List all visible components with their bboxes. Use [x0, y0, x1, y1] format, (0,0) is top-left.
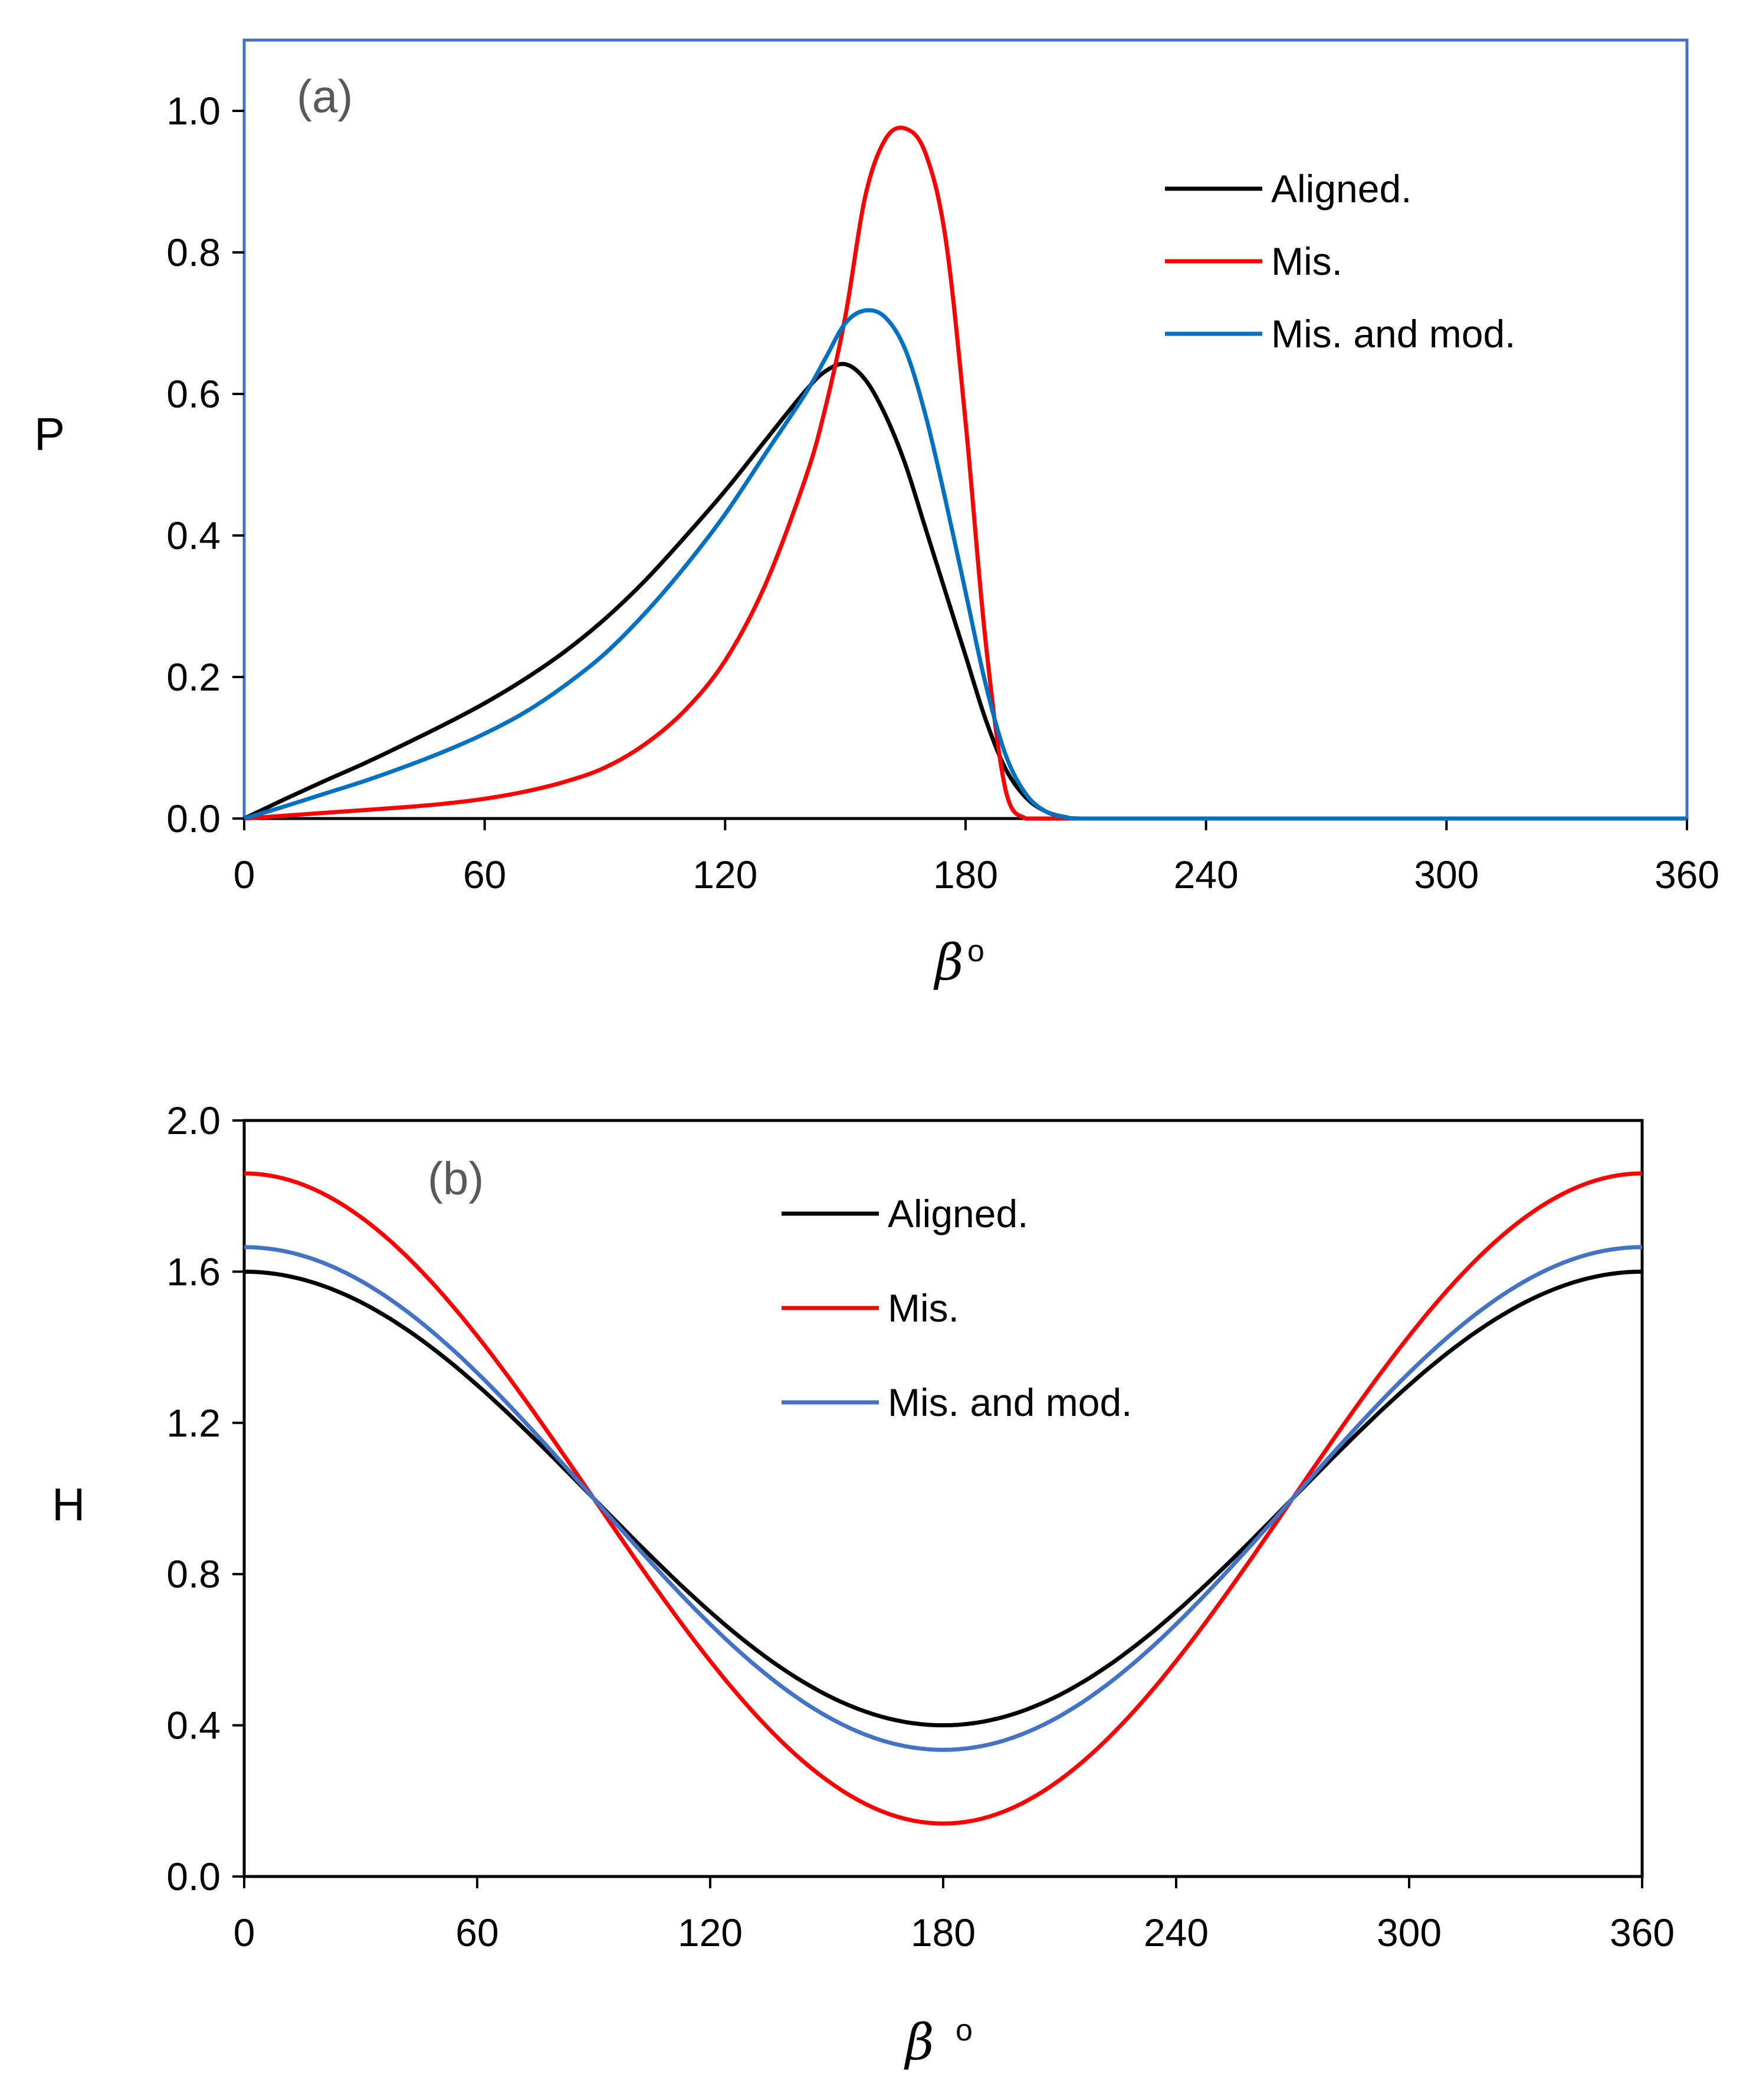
x-axis-label-degree-a: o [967, 934, 984, 968]
x-axis-label-beta-b: β [904, 2013, 934, 2071]
y-tick-label-b: 0.0 [166, 1855, 221, 1898]
legend-b: Aligned. Mis. Mis. and mod. [782, 1192, 1133, 1424]
y-tick-label-b: 1.6 [166, 1250, 221, 1293]
x-axis-label-beta-a: β [933, 934, 964, 991]
series-group-a [243, 125, 1687, 821]
y-tick-label-b: 2.0 [166, 1099, 221, 1142]
panel-label-b: (b) [428, 1152, 484, 1204]
x-tick-label-a: 360 [1655, 853, 1719, 896]
x-tick-label-b: 120 [678, 1911, 743, 1954]
x-axis-label-degree-b: o [956, 2013, 973, 2048]
x-tick-label-a: 120 [692, 853, 757, 896]
legend-label-b-0: Aligned. [888, 1192, 1029, 1235]
axes-b: 0 60 120 180 240 300 360 0.0 0.4 0.8 1.2 1.6 2.0 [166, 1099, 1675, 1954]
x-tick-label-b: 300 [1377, 1911, 1442, 1954]
series-line-b-0 [244, 1269, 1643, 1728]
x-tick-label-b: 240 [1144, 1911, 1209, 1954]
series-line-b-1 [244, 1171, 1643, 1826]
y-tick-label-a: 0.2 [166, 655, 221, 699]
y-tick-label-a: 1.0 [166, 89, 221, 133]
legend-a: Aligned. Mis. Mis. and mod. [1165, 167, 1516, 356]
y-tick-label-a: 0.4 [166, 514, 221, 557]
y-axis-label-a: P [34, 408, 65, 460]
x-tick-label-a: 300 [1414, 853, 1479, 896]
x-tick-label-b: 360 [1610, 1911, 1675, 1954]
y-tick-label-b: 0.4 [166, 1704, 221, 1747]
legend-label-b-2: Mis. and mod. [888, 1381, 1133, 1424]
y-tick-label-a: 0.8 [166, 231, 221, 274]
series-line-a-2 [243, 308, 1687, 821]
y-tick-label-a: 0.0 [166, 797, 221, 840]
x-tick-label-a: 60 [463, 853, 506, 896]
x-axis-label-a: β o [933, 934, 984, 991]
x-tick-label-b: 180 [911, 1911, 976, 1954]
legend-label-b-1: Mis. [888, 1286, 959, 1330]
axes-a: 0 60 120 180 240 300 360 0.0 0.2 0.4 0.6 0.8 1.0 [166, 89, 1719, 896]
chart-panel-a: (a) P β o 0 60 120 180 240 300 360 0.0 0.2 0.4 0.6… [34, 38, 1719, 991]
y-axis-label-b: H [52, 1478, 85, 1530]
y-tick-label-b: 1.2 [166, 1401, 221, 1445]
series-line-b-2 [244, 1245, 1643, 1752]
x-axis-label-b: β o [904, 2013, 973, 2071]
x-tick-label-a: 240 [1174, 853, 1239, 896]
series-group-b [244, 1171, 1643, 1826]
legend-label-a-1: Mis. [1271, 239, 1342, 283]
panel-label-a: (a) [297, 70, 353, 122]
chart-panel-b: (b) H β o 0 60 120 180 240 300 360 0.0 0.4 0.8 1.2… [52, 1099, 1675, 2071]
legend-label-a-2: Mis. and mod. [1271, 312, 1516, 356]
x-tick-label-b: 0 [234, 1911, 255, 1954]
y-tick-label-a: 0.6 [166, 372, 221, 416]
legend-label-a-0: Aligned. [1271, 167, 1412, 211]
y-tick-label-b: 0.8 [166, 1552, 221, 1596]
x-tick-label-a: 180 [933, 853, 998, 896]
x-tick-label-b: 60 [455, 1911, 498, 1954]
x-tick-label-a: 0 [234, 853, 255, 896]
